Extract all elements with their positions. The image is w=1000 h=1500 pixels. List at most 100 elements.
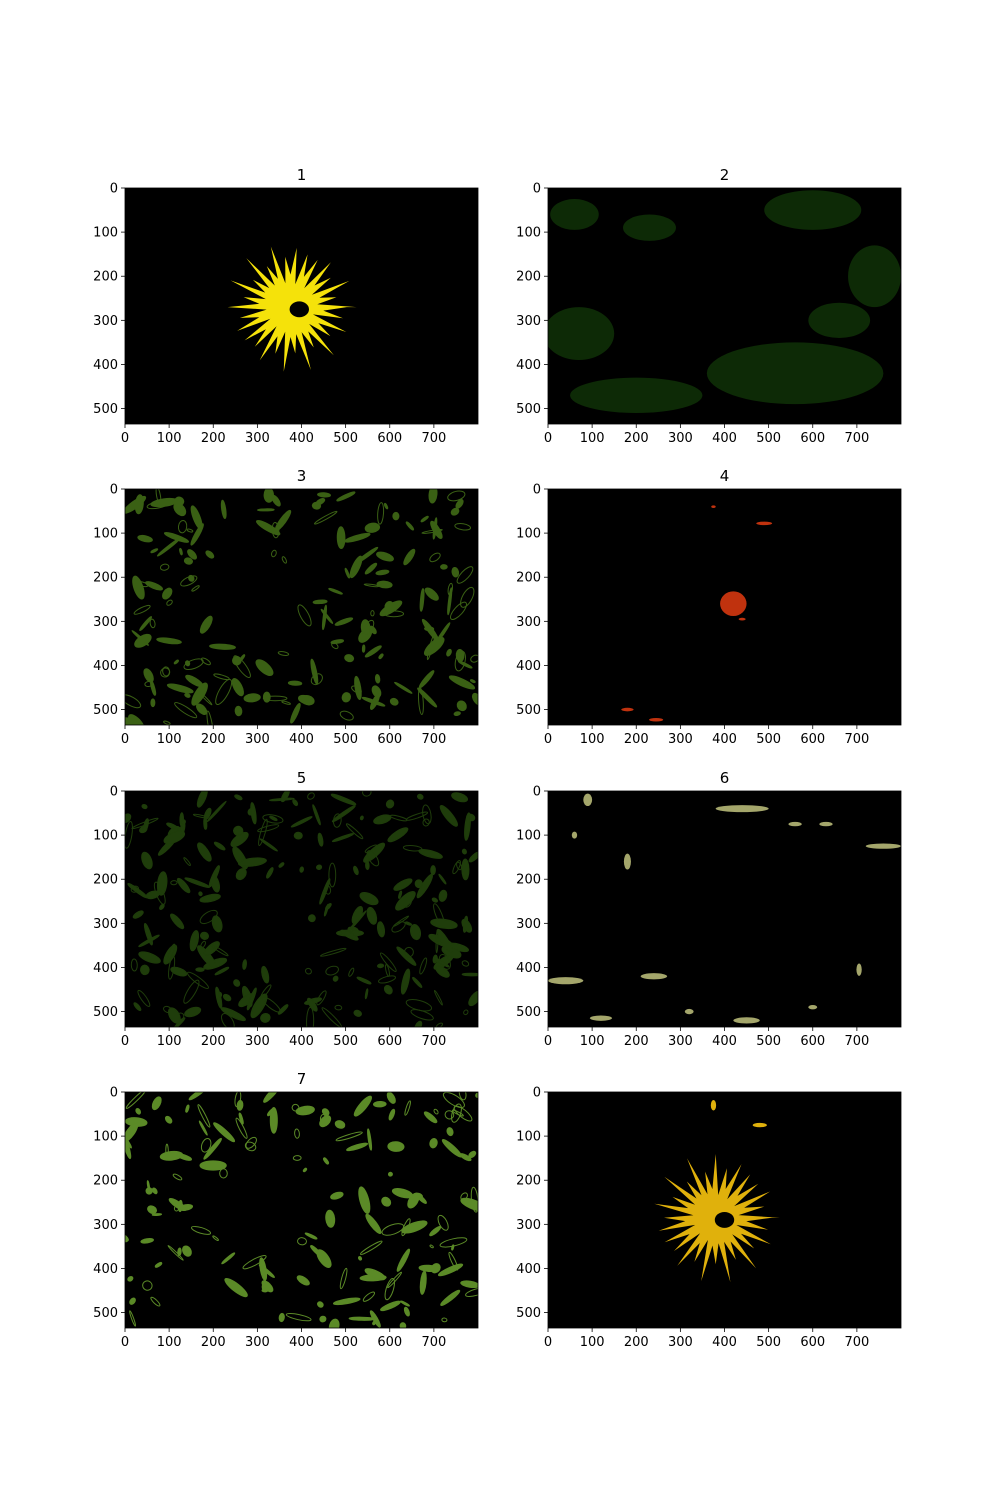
mask-region bbox=[294, 1128, 300, 1139]
y-tick-label: 0 bbox=[533, 483, 541, 498]
mask-region bbox=[405, 999, 433, 1012]
mask-region bbox=[353, 1095, 372, 1117]
y-tick-label: 100 bbox=[516, 527, 541, 542]
mask-region bbox=[461, 972, 478, 977]
mask-region bbox=[127, 1275, 134, 1282]
mask-region bbox=[215, 678, 233, 705]
y-tick-label: 400 bbox=[516, 659, 541, 674]
mask-region bbox=[196, 791, 208, 808]
mask-region bbox=[184, 1006, 202, 1018]
mask-region bbox=[419, 957, 428, 975]
mask-region bbox=[150, 698, 156, 708]
mask-region bbox=[166, 822, 179, 831]
mask-region bbox=[304, 967, 312, 975]
mask-region bbox=[125, 813, 132, 824]
x-tick-label: 0 bbox=[544, 732, 552, 747]
mask-region bbox=[379, 921, 385, 933]
x-tick-label: 300 bbox=[668, 1335, 693, 1350]
mask-region bbox=[376, 551, 394, 562]
mask-region bbox=[206, 800, 227, 823]
x-tick-label: 200 bbox=[201, 431, 226, 446]
mask-region bbox=[266, 867, 274, 879]
mask-region bbox=[183, 557, 193, 565]
mask-region bbox=[235, 868, 247, 881]
x-tick-label: 500 bbox=[333, 1034, 358, 1049]
y-tick-label: 0 bbox=[110, 1086, 118, 1101]
mask-region bbox=[307, 997, 318, 1012]
mask-region bbox=[142, 818, 149, 833]
mask-region bbox=[856, 963, 862, 976]
mask-region bbox=[370, 610, 375, 617]
y-tick-label: 100 bbox=[516, 226, 541, 241]
mask-region bbox=[400, 1300, 410, 1307]
mask-region bbox=[280, 791, 290, 803]
mask-region bbox=[440, 1289, 461, 1306]
y-tick-label: 500 bbox=[516, 402, 541, 417]
mask-region bbox=[438, 889, 448, 902]
y-tick-label: 0 bbox=[110, 785, 118, 800]
mask-region bbox=[321, 604, 327, 631]
mask-region bbox=[359, 815, 364, 821]
mask-region bbox=[419, 588, 425, 612]
mask-region bbox=[384, 1278, 395, 1301]
mask-region bbox=[255, 659, 274, 677]
mask-region bbox=[583, 793, 593, 806]
y-tick-label: 0 bbox=[533, 182, 541, 197]
y-tick-label: 500 bbox=[93, 1306, 118, 1321]
mask-region bbox=[429, 552, 441, 563]
y-tick-label: 400 bbox=[93, 961, 118, 976]
mask-region bbox=[132, 575, 145, 600]
mask-region bbox=[424, 587, 439, 601]
mask-region bbox=[459, 1153, 472, 1162]
mask-region bbox=[132, 910, 144, 919]
mask-region bbox=[166, 683, 194, 694]
mask-region bbox=[321, 1007, 343, 1027]
y-tick-label: 200 bbox=[516, 571, 541, 586]
mask-region bbox=[361, 644, 366, 653]
mask-region bbox=[198, 891, 203, 897]
mask-region bbox=[317, 492, 331, 498]
y-tick-label: 400 bbox=[516, 1262, 541, 1277]
mask-region bbox=[375, 569, 390, 576]
mask-region bbox=[330, 639, 345, 645]
mask-region bbox=[189, 930, 200, 952]
mask-region bbox=[332, 975, 339, 982]
mask-region bbox=[440, 564, 448, 570]
mask-regions bbox=[125, 1092, 478, 1328]
subplot-3: 3 0 100 200 300 400 500 600 700 0 100 200 300 400 500 bbox=[93, 467, 479, 747]
mask-region bbox=[176, 1153, 192, 1161]
mask-region bbox=[334, 617, 354, 626]
mask-region bbox=[417, 793, 424, 800]
mask-region bbox=[150, 548, 159, 554]
mask-region bbox=[174, 496, 185, 507]
mask-region bbox=[621, 707, 634, 712]
x-tick-label: 200 bbox=[201, 1034, 226, 1049]
y-tick-label: 0 bbox=[110, 182, 118, 197]
mask-region bbox=[441, 1317, 448, 1323]
x-tick-label: 300 bbox=[668, 732, 693, 747]
mask-region bbox=[127, 883, 148, 899]
mask-region bbox=[185, 1104, 190, 1113]
mask-region bbox=[165, 1143, 169, 1160]
mask-region bbox=[331, 833, 355, 843]
mask-region bbox=[335, 1131, 363, 1142]
mask-region bbox=[151, 1187, 158, 1195]
mask-region bbox=[431, 897, 439, 903]
x-tick-label: 0 bbox=[544, 1335, 552, 1350]
mask-region bbox=[221, 1252, 236, 1265]
mask-region bbox=[393, 878, 413, 891]
mask-region bbox=[468, 990, 478, 1007]
mask-region bbox=[130, 958, 138, 972]
mask-region bbox=[418, 670, 435, 689]
mask-region bbox=[212, 1235, 219, 1242]
x-tick-label: 400 bbox=[289, 431, 314, 446]
x-tick-label: 700 bbox=[421, 431, 446, 446]
mask-region bbox=[808, 302, 871, 338]
mask-region bbox=[277, 651, 290, 656]
y-tick-label: 300 bbox=[516, 314, 541, 329]
mask-region bbox=[395, 891, 416, 911]
mask-region bbox=[156, 871, 168, 896]
mask-region bbox=[190, 1225, 212, 1235]
mask-region bbox=[380, 1300, 401, 1312]
mask-region bbox=[432, 517, 438, 540]
